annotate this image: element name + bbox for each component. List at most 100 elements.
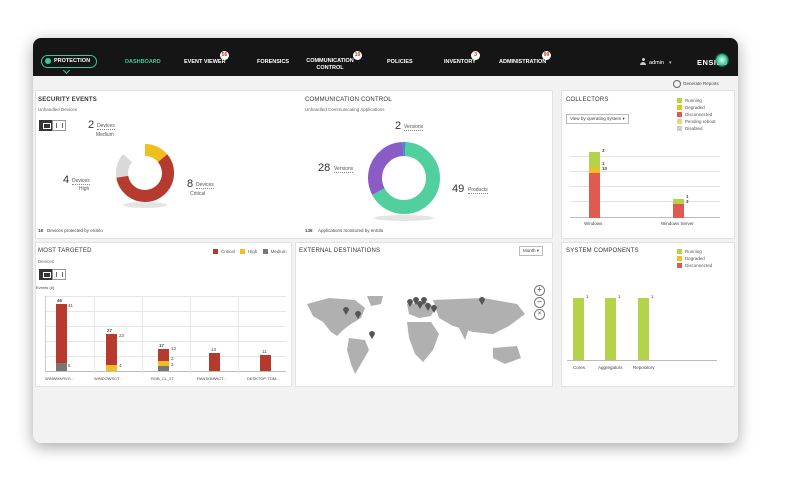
- high-device-count: 4: [63, 174, 70, 186]
- communication-control-donut: [368, 142, 440, 221]
- map-africa: [407, 322, 439, 362]
- donut-segment-products: [368, 142, 440, 214]
- legend-medium: Medium: [262, 249, 287, 255]
- generate-reports-icon[interactable]: [673, 80, 681, 88]
- legend-degraded: Degraded: [677, 255, 712, 262]
- devices-protected-text: Devices protected by enSilo: [47, 228, 103, 233]
- devices-protected-count: 18: [38, 228, 44, 233]
- critical-severity-label: Critical: [190, 191, 206, 197]
- zoom-in-button[interactable]: +: [534, 285, 545, 296]
- target-2-high: 4: [119, 363, 122, 368]
- legend-running: Running: [677, 248, 712, 255]
- most-targeted-chart-toggle[interactable]: [39, 269, 53, 280]
- brand-logo: ENSILO: [697, 58, 728, 67]
- world-map[interactable]: [303, 294, 539, 378]
- map-asia: [433, 298, 525, 334]
- destination-marker[interactable]: [431, 305, 437, 313]
- destination-marker[interactable]: [343, 307, 349, 315]
- medium-device-unit: Devices: [97, 123, 115, 130]
- repository-bar: [638, 298, 649, 360]
- medium-severity-label: Medium: [96, 132, 114, 138]
- protection-toggle[interactable]: PROTECTION: [41, 55, 97, 68]
- target-3-total: 17: [159, 343, 165, 348]
- category-cores: Cores: [573, 365, 586, 370]
- nav-inventory[interactable]: INVENTORY: [444, 59, 476, 65]
- high-severity-label: High: [79, 186, 90, 192]
- security-events-subtitle: Unhandled Devices: [38, 107, 78, 112]
- legend-running: Running: [677, 97, 716, 104]
- windows-running-value: 3: [602, 148, 605, 153]
- aggregators-value: 1: [618, 294, 621, 299]
- cores-value: 1: [586, 294, 589, 299]
- destination-marker[interactable]: [369, 331, 375, 339]
- left-versions-unit: Versions: [334, 166, 354, 173]
- windows-degraded-value: 1: [602, 161, 605, 166]
- donut-segment-versions-left: [368, 142, 440, 214]
- target-4-total: 13: [211, 347, 217, 352]
- map-greenland: [367, 296, 383, 306]
- dropdown-value: View by operating system: [570, 116, 622, 121]
- map-australia: [493, 346, 521, 364]
- target-2-critical: 23: [119, 333, 125, 338]
- legend-disabled: Disabled: [677, 125, 716, 132]
- destination-marker[interactable]: [479, 297, 485, 305]
- collectors-title: COLLECTORS: [566, 97, 609, 103]
- zoom-reset-button[interactable]: ×: [534, 309, 545, 320]
- view-list-toggle[interactable]: [52, 120, 66, 131]
- left-versions-count: 28: [318, 162, 331, 174]
- target-1-medium: 5: [68, 363, 71, 368]
- most-targeted-list-toggle[interactable]: [52, 269, 66, 280]
- nav-communication-control[interactable]: COMMUNICATION CONTROL: [306, 58, 354, 71]
- communication-control-badge: 10: [353, 51, 362, 60]
- collectors-category-windows-server: Windows Server: [661, 221, 694, 226]
- nav-event-viewer[interactable]: EVENT VIEWER: [184, 59, 226, 65]
- target-2-name: WINDOWSCT...: [94, 376, 123, 381]
- nav-policies[interactable]: POLICIES: [387, 59, 413, 65]
- target-5-total: 11: [262, 349, 267, 354]
- list-icon: [56, 123, 63, 128]
- target-bar-2: [106, 334, 117, 371]
- security-events-title: SECURITY EVENTS: [38, 97, 97, 103]
- target-3-critical: 12: [171, 346, 177, 351]
- zoom-out-button[interactable]: −: [534, 297, 545, 308]
- legend-pending-reboot: Pending reboot: [677, 118, 716, 125]
- nav-administration[interactable]: ADMINISTRATION: [499, 59, 547, 65]
- legend-critical: Critical: [213, 249, 235, 255]
- donut-segment-critical: [116, 144, 174, 202]
- administration-badge: 99: [542, 51, 551, 60]
- windows-server-disconnected-value: 3: [686, 199, 689, 204]
- windows-server-running-value: 1: [686, 194, 689, 199]
- nav-dashboard[interactable]: DASHBOARD: [125, 59, 161, 65]
- most-targeted-legend: Critical High Medium: [213, 248, 287, 255]
- destination-marker[interactable]: [425, 303, 431, 311]
- collectors-legend: Running Degraded Disconnected Pending re…: [677, 97, 716, 132]
- most-targeted-subtitle: Devices: [38, 259, 55, 264]
- destination-marker[interactable]: [421, 297, 427, 305]
- protection-status-icon: [45, 58, 51, 64]
- legend-disconnected: Disconnected: [677, 262, 712, 269]
- destination-marker[interactable]: [355, 311, 361, 319]
- destination-marker[interactable]: [417, 301, 423, 309]
- most-targeted-title: MOST TARGETED: [38, 248, 92, 254]
- high-device-unit: Devices: [72, 178, 90, 185]
- inventory-badge: 3: [471, 51, 480, 60]
- view-chart-toggle[interactable]: [39, 120, 53, 131]
- target-1-name: WINWHKRVG...: [45, 376, 75, 381]
- collectors-view-dropdown[interactable]: View by operating system ▾: [566, 114, 629, 124]
- external-destinations-title: EXTERNAL DESTINATIONS: [299, 248, 381, 254]
- target-3-high: 2: [171, 356, 174, 361]
- target-2-total: 27: [107, 328, 113, 333]
- nav-forensics[interactable]: FORENSICS: [257, 59, 290, 65]
- app-window: PROTECTION DASHBOARD EVENT VIEWER 56 FOR…: [33, 38, 738, 443]
- aggregators-bar: [605, 298, 616, 360]
- user-menu[interactable]: admin: [649, 60, 664, 66]
- target-bar-1: [56, 304, 67, 371]
- list-icon: [56, 272, 63, 277]
- destination-marker[interactable]: [407, 299, 413, 307]
- top-navigation-bar: PROTECTION DASHBOARD EVENT VIEWER 56 FOR…: [33, 38, 738, 76]
- category-aggregators: Aggregators: [598, 365, 623, 370]
- destination-marker[interactable]: [413, 297, 419, 305]
- generate-reports-link[interactable]: Generate Reports: [683, 81, 719, 86]
- period-dropdown[interactable]: Month ▾: [519, 246, 544, 256]
- brand-logo-glow: [715, 53, 729, 67]
